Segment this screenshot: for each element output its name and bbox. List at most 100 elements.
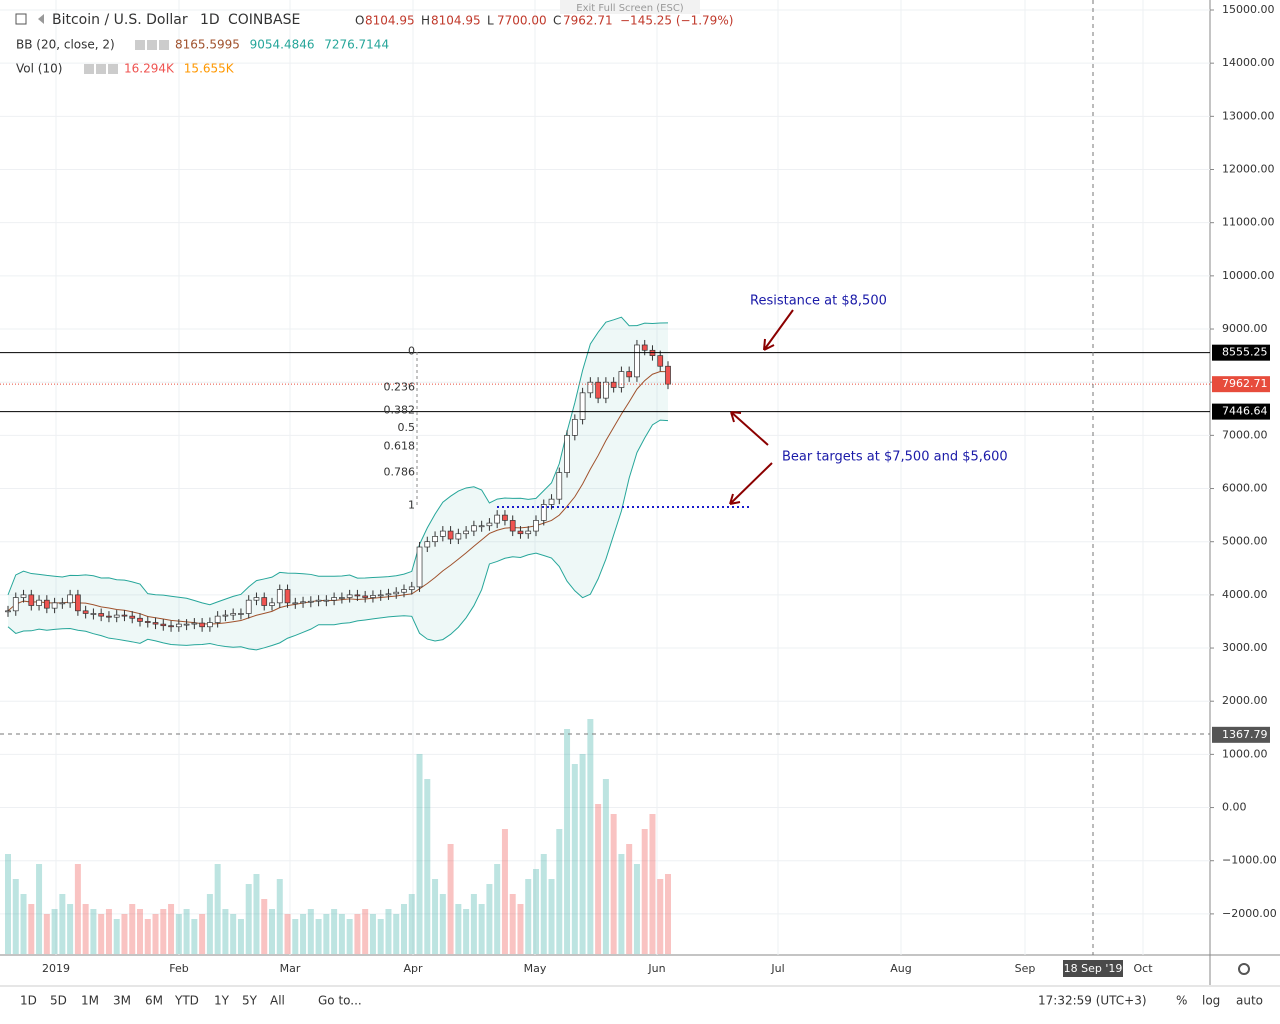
candle xyxy=(603,381,609,399)
arrow xyxy=(730,411,769,446)
volume-bar xyxy=(649,814,656,954)
volume-bar xyxy=(12,879,19,954)
fib-label: 1 xyxy=(408,499,415,512)
price-tick-label: 7000.00 xyxy=(1222,428,1268,441)
range-button[interactable]: 1M xyxy=(81,994,99,1008)
ohlc-value: 7962.71 xyxy=(563,14,613,28)
volume-bar xyxy=(602,779,609,954)
volume-bar xyxy=(587,719,594,954)
volume-bar xyxy=(571,764,578,954)
volume-bar xyxy=(393,914,400,954)
indicator-button[interactable] xyxy=(96,64,106,74)
candle xyxy=(447,530,454,540)
volume-bar xyxy=(43,914,50,954)
candle xyxy=(571,419,578,436)
candle xyxy=(269,602,275,606)
price-tick-label: 13000.00 xyxy=(1222,109,1275,122)
price-tick-label: 0.00 xyxy=(1222,801,1247,814)
volume-bar xyxy=(183,909,190,954)
grid: 15000.0014000.0013000.0012000.0011000.00… xyxy=(0,0,1277,977)
plot: 0 0.236 0.382 0.5 0.618 0.786 1 xyxy=(0,316,1210,954)
volume-bar xyxy=(261,899,268,954)
collapse-icon[interactable] xyxy=(15,13,27,25)
volume-bar xyxy=(369,914,376,954)
candle xyxy=(28,594,35,606)
volume-bar xyxy=(564,729,571,954)
volume-bar xyxy=(323,914,330,954)
candle xyxy=(106,615,112,618)
indicator-button[interactable] xyxy=(108,64,118,74)
volume-bar xyxy=(90,909,97,954)
volume-bar xyxy=(463,909,470,954)
time-label: 2019 xyxy=(42,962,70,975)
arrow xyxy=(763,309,794,351)
indicator-button[interactable] xyxy=(135,40,145,50)
bb-lower xyxy=(7,419,669,651)
header: Exit Full Screen (ESC) Bitcoin / U.S. Do… xyxy=(15,0,733,76)
candle xyxy=(509,520,516,532)
price-tick-label: 3000.00 xyxy=(1222,641,1268,654)
candle xyxy=(533,520,539,532)
exit-button[interactable] xyxy=(560,0,700,14)
settings-icon[interactable] xyxy=(1238,963,1250,975)
price-marker: 7446.64 xyxy=(1222,405,1268,418)
volume-bar xyxy=(338,914,345,954)
percent-toggle[interactable]: % xyxy=(1176,994,1187,1008)
range-button[interactable]: YTD xyxy=(174,994,199,1008)
volume-bar xyxy=(509,894,516,954)
range-button[interactable]: 1D xyxy=(20,994,37,1008)
candle xyxy=(370,595,376,598)
candle xyxy=(471,525,477,532)
range-button[interactable]: 5D xyxy=(50,994,67,1008)
candle xyxy=(377,594,384,597)
candle xyxy=(478,525,485,528)
volume-bar xyxy=(237,919,244,954)
indicator-button[interactable] xyxy=(147,40,157,50)
volume-bar xyxy=(385,909,392,954)
candle xyxy=(90,613,97,615)
time-label: Jun xyxy=(647,962,665,975)
range-button[interactable]: 3M xyxy=(113,994,131,1008)
candle xyxy=(129,615,136,619)
interval[interactable]: 1D xyxy=(200,12,220,28)
candle xyxy=(191,622,198,625)
candle xyxy=(556,472,563,500)
volume-bar xyxy=(432,879,439,954)
candle xyxy=(12,597,19,612)
exchange[interactable]: COINBASE xyxy=(228,12,300,28)
volume-bar xyxy=(121,914,128,954)
volume-bar xyxy=(20,894,27,954)
range-button[interactable]: All xyxy=(270,994,285,1008)
range-button[interactable]: 5Y xyxy=(242,994,258,1008)
volume-bar xyxy=(36,864,43,954)
volume-bar xyxy=(548,879,555,954)
goto[interactable]: Go to... xyxy=(318,994,362,1008)
time-label: Apr xyxy=(403,962,423,975)
volume-bar xyxy=(144,919,151,954)
candle xyxy=(245,599,252,614)
range-button[interactable]: 6M xyxy=(145,994,163,1008)
indicator-value: 8165.5995 xyxy=(175,38,240,52)
volume-bar xyxy=(540,854,547,954)
log-toggle[interactable]: log xyxy=(1202,994,1220,1008)
volume-bar xyxy=(206,894,213,954)
price-tick-label: 9000.00 xyxy=(1222,322,1268,335)
volume-bar xyxy=(129,904,136,954)
candle xyxy=(665,365,671,385)
symbol[interactable]: Bitcoin / U.S. Dollar xyxy=(52,12,188,28)
candle xyxy=(424,541,431,548)
exit-label[interactable]: Exit Full Screen (ESC) xyxy=(576,3,684,14)
volume-bar xyxy=(331,909,338,954)
change: −145.25 (−1.79%) xyxy=(620,14,733,28)
indicator-button[interactable] xyxy=(159,40,169,50)
candle xyxy=(548,498,555,505)
range-button[interactable]: 1Y xyxy=(214,994,230,1008)
indicator-name[interactable]: BB (20, close, 2) xyxy=(16,38,115,52)
auto-toggle[interactable]: auto xyxy=(1236,994,1263,1008)
candle xyxy=(121,614,128,617)
volume-bar xyxy=(439,894,446,954)
indicator-button[interactable] xyxy=(84,64,94,74)
candle xyxy=(307,600,314,603)
candle xyxy=(517,530,524,535)
indicator-name[interactable]: Vol (10) xyxy=(16,62,62,76)
